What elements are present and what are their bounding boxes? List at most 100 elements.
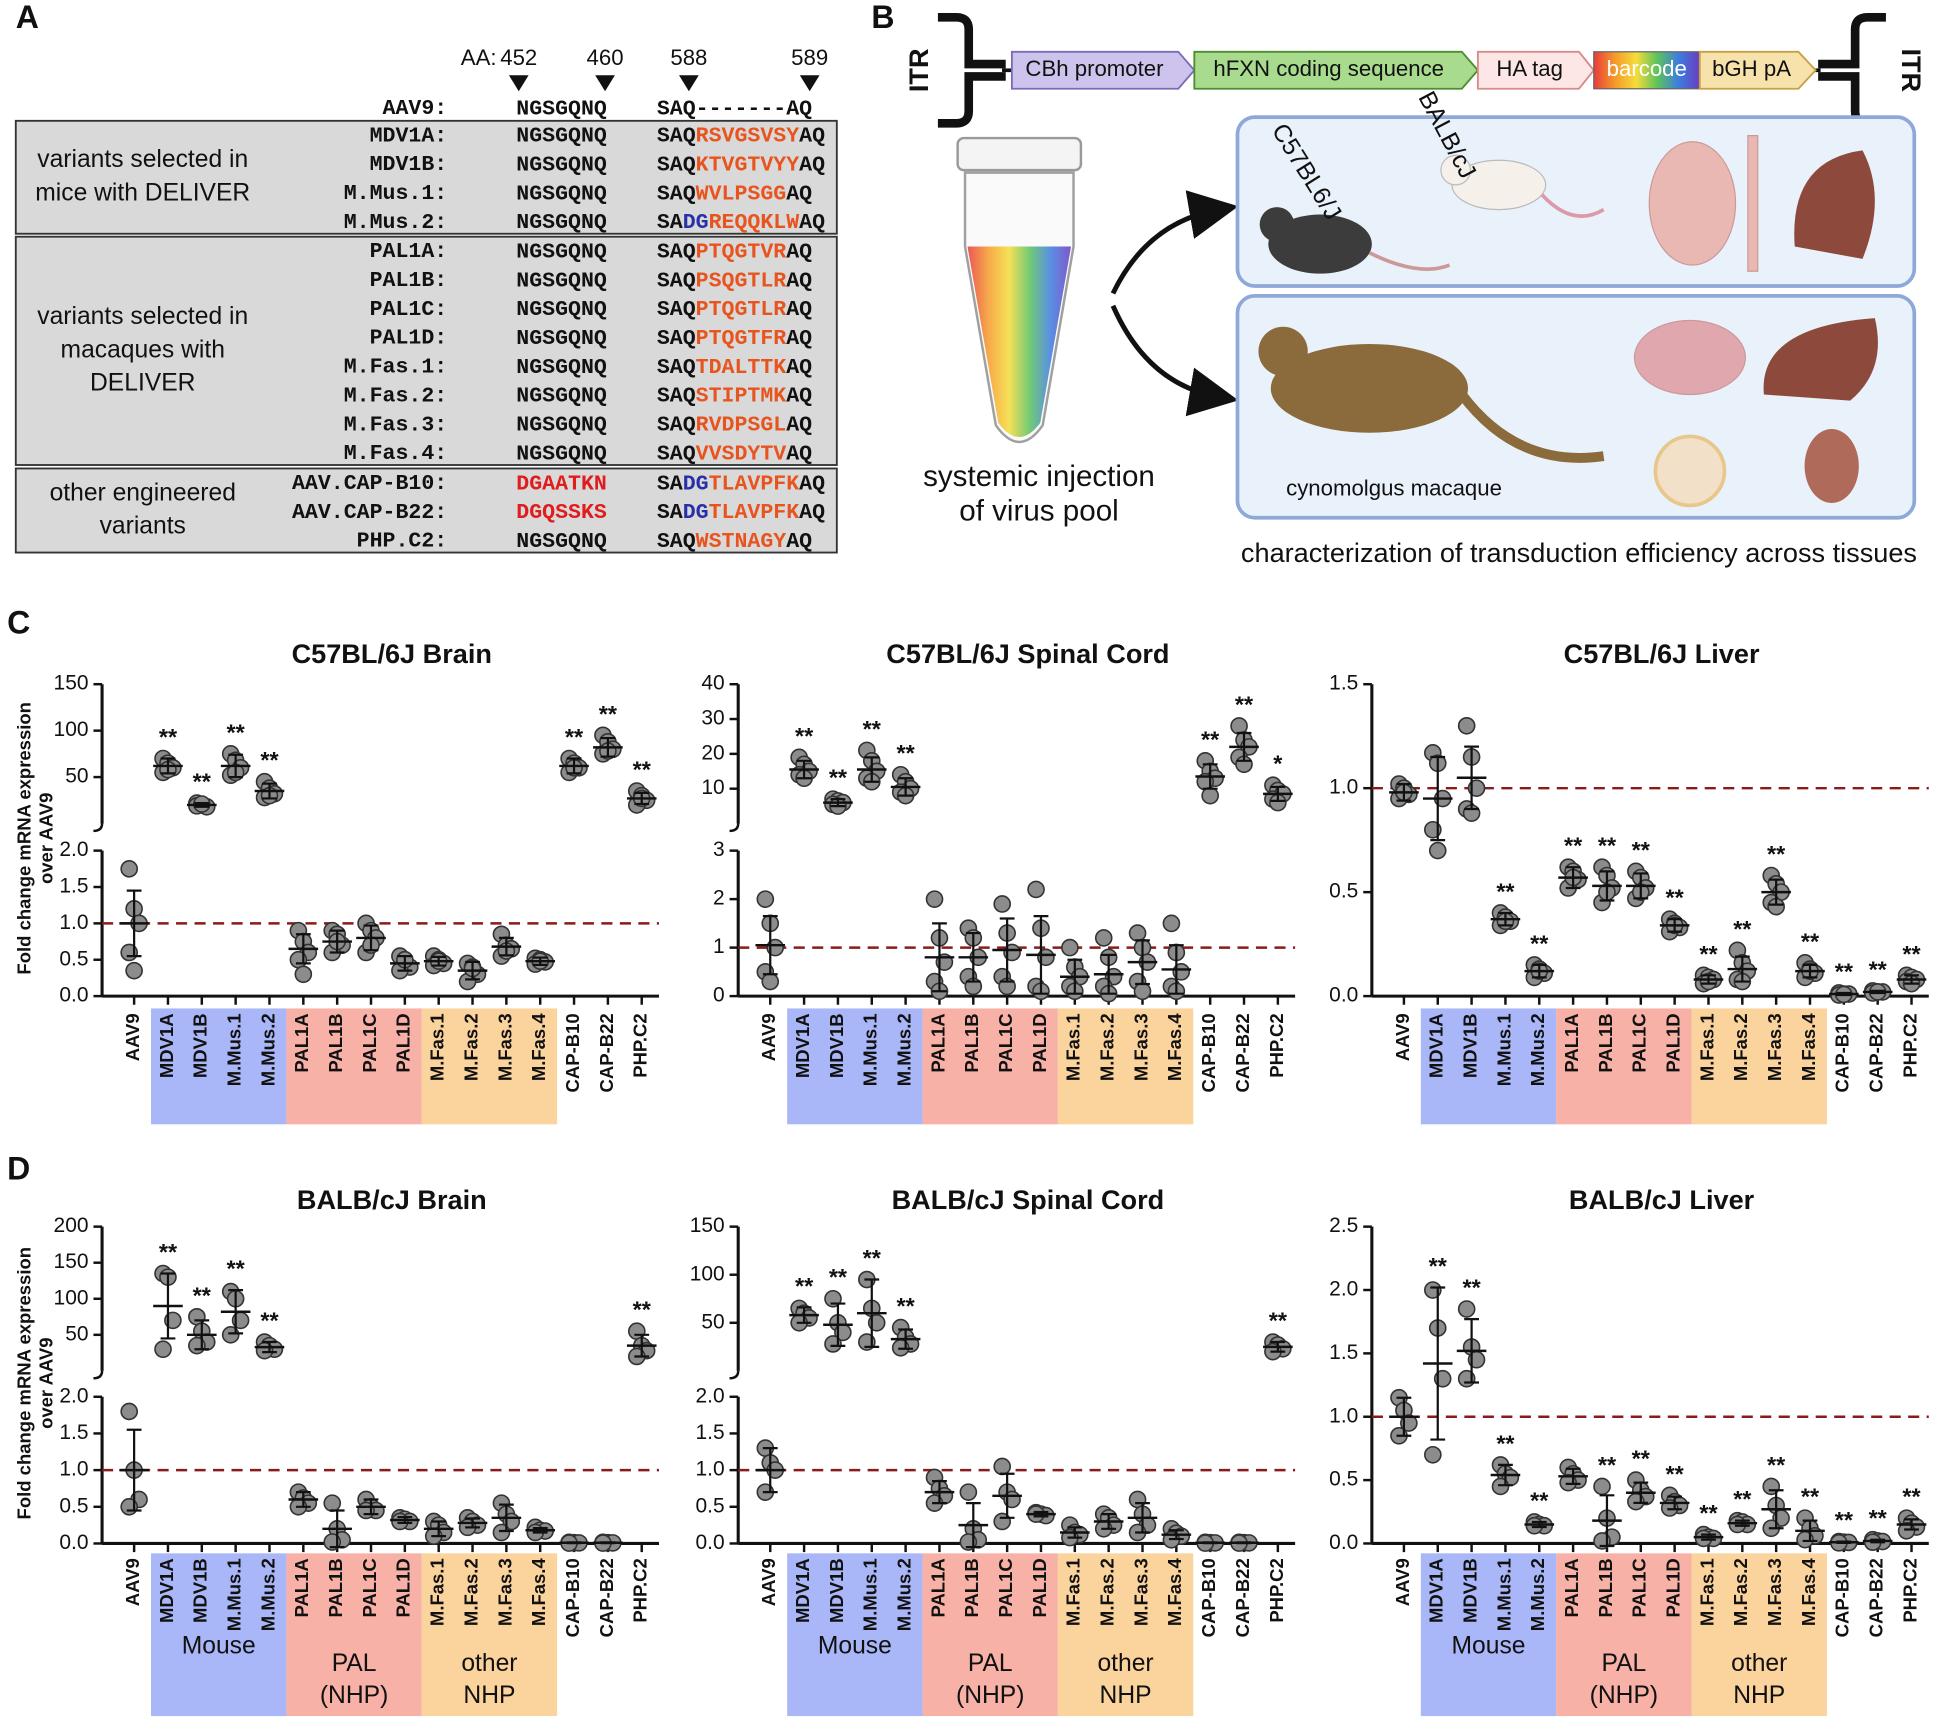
x-tick-label: PAL1B <box>325 1013 346 1072</box>
sequence-segment: NGSGQNQ <box>516 124 607 148</box>
sequence-segment: RVDPSGL <box>696 413 787 437</box>
y-tick-label: 0.0 <box>696 1531 725 1554</box>
x-tick-label: PAL1D <box>1663 1558 1684 1617</box>
sequence-segment: NGSGQNQ <box>516 211 607 235</box>
aa-position: 460 <box>587 45 624 70</box>
sequence: NGSGQNQ <box>516 97 607 121</box>
group-band <box>787 1553 923 1717</box>
data-point <box>925 890 944 908</box>
group-band <box>1556 1008 1692 1125</box>
significance: ** <box>1835 1507 1854 1533</box>
chart-title: C57BL/6J Liver <box>1564 638 1760 669</box>
injection-label: systemic injection <box>923 460 1155 493</box>
sequence: SADGTLAVPFKAQ <box>657 501 825 525</box>
group-band <box>151 1553 287 1717</box>
sequence-segment: DG <box>683 211 709 235</box>
x-tick-label: CAP-B10 <box>562 1013 583 1092</box>
x-tick-label: M.Mus.2 <box>1527 1558 1548 1631</box>
sequence-segment: NGSGQNQ <box>516 530 607 554</box>
x-tick-label: MDV1A <box>156 1558 177 1623</box>
data-point <box>1133 982 1152 1001</box>
significance: ** <box>1902 1484 1921 1510</box>
sequence-segment: AQ <box>799 211 825 235</box>
sequence: NGSGQNQ <box>516 182 607 206</box>
data-point <box>756 890 775 908</box>
y-tick-label: 2 <box>713 887 725 910</box>
x-tick-label: AAV9 <box>122 1558 143 1606</box>
x-tick-label: PAL1A <box>927 1558 948 1617</box>
group-label: macaques with <box>61 336 225 363</box>
sequence: NGSGQNQ <box>516 298 607 322</box>
sequence-segment: AQ <box>786 530 812 554</box>
y-tick-label: 2.0 <box>59 838 88 861</box>
sequence-segment: NGSGQNQ <box>516 182 607 206</box>
sequence-segment: NGSGQNQ <box>516 384 607 408</box>
x-tick-label: AAV9 <box>122 1013 143 1061</box>
panel-label: B <box>871 0 894 35</box>
significance: ** <box>863 1245 882 1271</box>
sequence-segment: DG <box>683 501 709 525</box>
y-tick-label: 150 <box>54 672 89 695</box>
data-point <box>1061 938 1079 957</box>
sequence: DGAATKN <box>516 472 607 496</box>
sequence: SAQPTQGTLRAQ <box>657 298 812 322</box>
y-tick-label: 1.5 <box>1329 672 1358 695</box>
sequence-segment: REQQKLW <box>709 211 800 235</box>
significance: ** <box>829 1264 848 1290</box>
significance: ** <box>1269 1307 1288 1333</box>
sequence-segment: AQ <box>786 298 812 322</box>
data-point <box>120 860 139 878</box>
axis-break <box>93 823 104 833</box>
y-tick-label: 40 <box>701 672 724 695</box>
sequence-segment: SAQ-------AQ <box>657 97 812 121</box>
itr-label: ITR <box>1896 48 1927 92</box>
group-band <box>286 1008 422 1125</box>
sequence: SAQPTQGTFRAQ <box>657 327 812 351</box>
group-label: other <box>1097 1650 1153 1677</box>
x-tick-label: M.Fas.1 <box>1696 1558 1717 1626</box>
x-tick-label: PAL1C <box>359 1013 380 1072</box>
species: C57BL6/J BALB/cJ cynomolgus macaque char… <box>1235 87 1917 568</box>
sequence-segment: NGSGQNQ <box>516 298 607 322</box>
x-tick-label: MDV1A <box>1426 1013 1447 1078</box>
sequence-segment: SAQ <box>657 327 696 351</box>
variant-name: M.Mus.2: <box>344 211 448 235</box>
x-tick-label: CAP-B22 <box>1866 1558 1887 1637</box>
x-tick-label: PAL1D <box>393 1013 414 1072</box>
sequence-segment: SAQ <box>657 182 696 206</box>
data-point <box>323 1494 342 1512</box>
spinal-cord <box>1747 134 1759 272</box>
x-tick-label: AAV9 <box>1392 1558 1413 1606</box>
group-box <box>14 467 838 554</box>
sequence-segment: AQ <box>786 269 812 293</box>
sequence: NGSGQNQ <box>516 356 607 380</box>
x-tick-label: PAL1C <box>359 1558 380 1617</box>
element-label: HA tag <box>1496 56 1563 81</box>
significance: ** <box>1201 726 1220 752</box>
x-tick-label: AAV9 <box>758 1013 779 1061</box>
mouse-box <box>1235 115 1917 288</box>
tail <box>1457 391 1605 463</box>
y-tick-label: 100 <box>54 718 89 741</box>
x-tick-label: M.Fas.4 <box>1164 1013 1185 1082</box>
y-tick-label: 1.0 <box>696 1458 725 1481</box>
group-band <box>1556 1553 1692 1717</box>
sequence-segment: AQ <box>786 182 812 206</box>
sequence-segment: VVSDYTV <box>696 442 787 466</box>
variant-name: PAL1B: <box>370 269 448 293</box>
y-axis-title: over AAV9 <box>36 1337 57 1428</box>
sequence: NGSGQNQ <box>516 240 607 264</box>
y-tick-label: 2.0 <box>59 1384 88 1407</box>
panel-label: C <box>7 605 30 641</box>
significance: ** <box>1699 1500 1718 1526</box>
sequence: SAQPTQGTVRAQ <box>657 240 812 264</box>
chart-title: BALB/cJ Spinal Cord <box>892 1184 1165 1215</box>
sequence: SAQSTIPTMKAQ <box>657 384 812 408</box>
group-box <box>14 119 838 235</box>
x-tick-label: M.Fas.3 <box>1764 1013 1785 1081</box>
x-tick-label: MDV1A <box>156 1013 177 1078</box>
x-tick-label: M.Mus.1 <box>860 1013 881 1086</box>
sequence-segment: PSQGTLR <box>696 269 787 293</box>
element-label: hFXN coding sequence <box>1213 56 1444 81</box>
